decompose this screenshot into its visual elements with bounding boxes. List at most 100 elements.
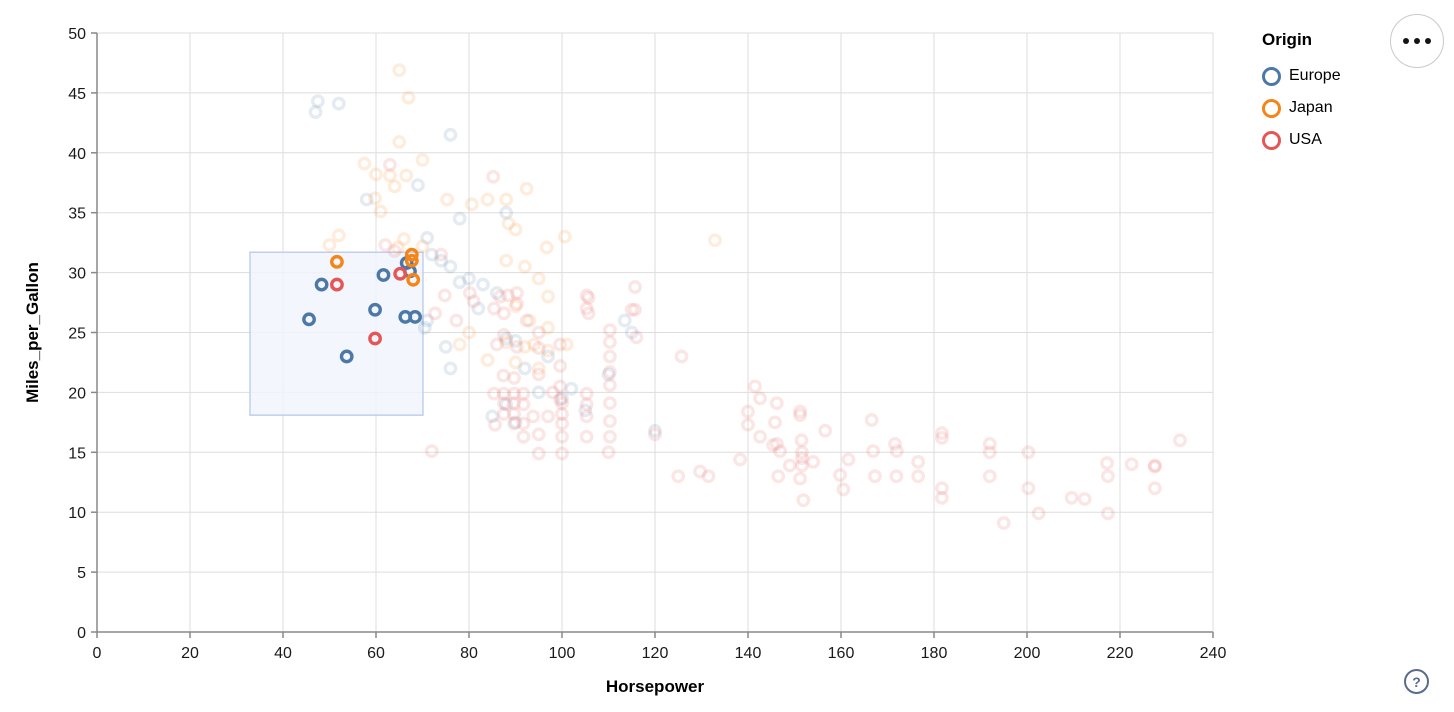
data-point-usa [771, 469, 786, 484]
data-point-europe [499, 397, 514, 412]
data-point-usa [629, 330, 644, 345]
legend-item-japan: Japan [1262, 92, 1412, 124]
data-point-usa [648, 427, 662, 442]
data-point-usa [541, 409, 555, 424]
data-point-europe [308, 105, 323, 119]
x-tick-label: 80 [460, 645, 478, 662]
data-point-japan [531, 271, 546, 286]
data-point-usa [935, 481, 949, 496]
data-point-japan [539, 240, 554, 255]
actions-menu-button[interactable] [1390, 14, 1444, 68]
data-point-usa [496, 306, 511, 321]
y-tick-label: 20 [68, 385, 86, 402]
data-point-usa [982, 437, 997, 451]
data-point-japan [517, 259, 532, 274]
data-point-japan [531, 361, 546, 376]
data-point-usa [773, 444, 787, 459]
data-point-usa [602, 378, 617, 393]
x-tick-label: 140 [735, 645, 762, 662]
legend-title: Origin [1262, 30, 1313, 49]
data-point-usa [579, 409, 594, 424]
data-point-usa [1077, 492, 1092, 506]
data-point-europe [517, 361, 532, 376]
data-point-europe [499, 205, 514, 220]
data-point-usa [674, 349, 689, 364]
data-point-usa [888, 437, 902, 451]
data-point-usa [794, 433, 809, 448]
data-point-usa [602, 323, 617, 338]
data-point-selected-japan [404, 247, 419, 262]
data-point-selected-europe [314, 277, 329, 292]
help-icon[interactable]: ? [1404, 669, 1429, 694]
data-point-usa [602, 396, 617, 411]
legend-origin: Origin Europe Japan USA [1262, 30, 1412, 156]
data-point-europe [424, 247, 439, 262]
data-point-usa [507, 416, 522, 431]
data-point-usa [531, 325, 546, 340]
data-point-usa [753, 429, 767, 444]
data-point-usa [434, 247, 448, 262]
data-point-usa [553, 337, 568, 352]
data-point-usa [449, 313, 464, 328]
data-point-usa [579, 301, 594, 316]
data-point-usa [1021, 481, 1036, 496]
data-point-usa [496, 327, 511, 342]
y-tick-label: 10 [68, 505, 86, 522]
data-point-europe [499, 331, 514, 346]
legend-label: Japan [1289, 99, 1333, 116]
data-point-europe [443, 259, 458, 274]
data-point-usa [487, 301, 502, 316]
data-point-japan [399, 168, 414, 183]
data-point-japan [501, 216, 516, 231]
data-point-usa [1147, 481, 1162, 496]
data-point-usa [437, 288, 452, 303]
data-point-japan [390, 240, 405, 255]
data-point-japan [480, 192, 495, 207]
data-point-usa [1101, 506, 1115, 521]
data-point-usa [795, 451, 809, 466]
x-tick-label: 200 [1014, 645, 1041, 662]
data-point-europe [410, 178, 425, 193]
data-point-usa [378, 238, 393, 252]
data-point-usa [545, 385, 560, 400]
legend-item-europe: Europe [1262, 60, 1412, 92]
data-point-usa [833, 468, 847, 482]
data-point-usa [935, 426, 949, 441]
data-point-japan [508, 355, 523, 370]
data-point-usa [693, 464, 708, 479]
data-point-selected-europe [339, 349, 354, 364]
data-point-usa [1021, 445, 1036, 460]
data-point-europe [359, 192, 374, 207]
data-point-usa [581, 306, 596, 321]
data-point-japan [357, 156, 372, 171]
data-point-usa [602, 429, 617, 444]
data-point-usa [496, 396, 511, 411]
data-point-usa [526, 409, 541, 424]
x-tick-label: 160 [828, 645, 855, 662]
data-point-europe [452, 275, 467, 290]
data-point-usa [782, 458, 797, 473]
data-point-usa [509, 339, 524, 354]
data-point-usa [841, 452, 856, 467]
data-point-japan [527, 337, 541, 352]
data-point-usa [531, 367, 546, 382]
data-point-usa [748, 379, 762, 394]
data-point-usa [579, 288, 594, 303]
data-point-selected-japan [404, 253, 419, 268]
data-point-usa [496, 407, 511, 421]
data-point-usa [796, 493, 811, 508]
data-point-europe [438, 339, 453, 354]
data-point-usa [602, 349, 617, 364]
data-point-selected-usa [368, 331, 382, 346]
data-point-usa [555, 396, 569, 411]
data-point-usa [466, 294, 481, 309]
data-point-europe [310, 94, 325, 109]
data-point-usa [553, 359, 568, 373]
data-point-usa [733, 452, 747, 467]
data-point-japan [557, 229, 572, 244]
data-point-usa [818, 423, 833, 438]
data-point-usa [488, 417, 502, 432]
data-point-usa [424, 444, 439, 459]
